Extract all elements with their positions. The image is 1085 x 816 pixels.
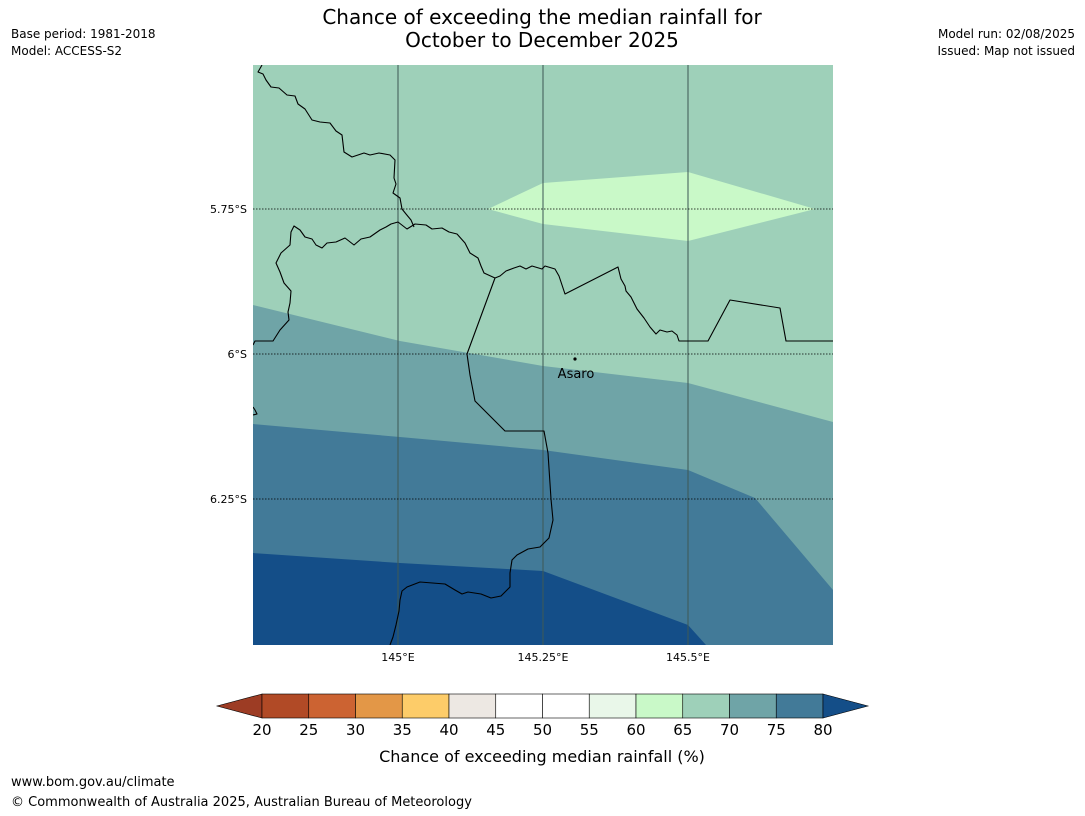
parallel-lines: [253, 208, 833, 500]
map-area: Asaro: [253, 65, 833, 645]
footer-copyright: © Commonwealth of Australia 2025, Austra…: [11, 795, 472, 810]
lat-label: 6°S: [228, 348, 247, 361]
colorbar-swatch: [542, 693, 590, 719]
colorbar-swatch: [261, 693, 310, 719]
band-60-65: [488, 172, 815, 241]
model-text: Model: ACCESS-S2: [11, 44, 123, 58]
colorbar-tick-label: 60: [626, 721, 645, 739]
colorbar-tick-label: 80: [813, 721, 832, 739]
model-run-text: Model run: 02/08/2025: [937, 27, 1075, 41]
colorbar-tick-label: 45: [486, 721, 505, 739]
map-title: Chance of exceeding the median rainfall …: [242, 6, 842, 52]
colorbar: 20 25 30 35 40 45 50 55 60 65 70 75 80: [215, 693, 870, 739]
lon-label: 145°E: [381, 651, 414, 664]
footer-url: www.bom.gov.au/climate: [11, 775, 175, 790]
colorbar-extend-low: [215, 693, 263, 719]
lon-label: 145.25°E: [518, 651, 569, 664]
left-metadata: Base period: 1981-2018 Model: ACCESS-S2: [11, 26, 156, 60]
colorbar-swatch: [635, 693, 684, 719]
colorbar-tick-label: 40: [439, 721, 458, 739]
province-boundaries: [253, 65, 833, 645]
colorbar-tick-label: 55: [580, 721, 599, 739]
colorbar-swatch: [495, 693, 543, 719]
colorbar-swatch: [729, 693, 777, 719]
colorbar-tick-label: 70: [720, 721, 739, 739]
base-period-text: Base period: 1981-2018: [11, 27, 156, 41]
town-marker: Asaro: [558, 357, 595, 382]
colorbar-swatch: [775, 693, 824, 719]
colorbar-tick-label: 75: [767, 721, 786, 739]
colorbar-swatch: [355, 693, 403, 719]
colorbar-tick-label: 25: [299, 721, 318, 739]
issued-text: Issued: Map not issued: [937, 44, 1075, 58]
colorbar-swatch: [308, 693, 356, 719]
colorbar-tick-label: 50: [533, 721, 552, 739]
colorbar-swatch: [588, 693, 637, 719]
colorbar-swatch: [448, 693, 497, 719]
colorbar-label: Chance of exceeding median rainfall (%): [379, 747, 705, 766]
place-label: Asaro: [558, 367, 595, 382]
colorbar-swatch: [682, 693, 730, 719]
lat-label: 5.75°S: [210, 203, 247, 216]
colorbar-tick-label: 20: [252, 721, 271, 739]
right-metadata: Model run: 02/08/2025 Issued: Map not is…: [937, 26, 1075, 60]
colorbar-tick-label: 30: [346, 721, 365, 739]
meridian-lines: [397, 65, 689, 645]
title-line-1: Chance of exceeding the median rainfall …: [322, 5, 762, 29]
title-line-2: October to December 2025: [405, 28, 679, 52]
longitude-labels: 145°E 145.25°E 145.5°E: [381, 651, 710, 664]
latitude-labels: 5.75°S 6°S 6.25°S: [210, 203, 247, 506]
lat-label: 6.25°S: [210, 493, 247, 506]
colorbar-tick-label: 65: [673, 721, 692, 739]
lon-label: 145.5°E: [666, 651, 710, 664]
colorbar-tick-label: 35: [393, 721, 412, 739]
colorbar-extend-high: [822, 693, 870, 719]
colorbar-swatch: [401, 693, 450, 719]
